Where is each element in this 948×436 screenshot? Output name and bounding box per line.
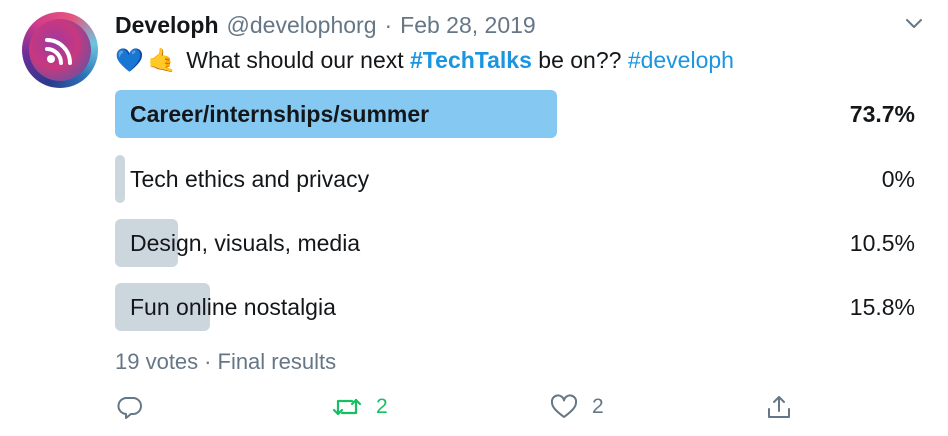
poll-option-label: Tech ethics and privacy (130, 165, 370, 192)
poll-option: Career/internships/summer 73.7% (115, 90, 915, 138)
poll-meta: 19 votes · Final results (115, 347, 336, 377)
poll-bar (115, 219, 178, 267)
author-name[interactable]: Developh (115, 11, 219, 38)
poll-option-label: Fun online nostalgia (130, 293, 336, 320)
rss-feed-logo-icon (29, 19, 91, 81)
like-button[interactable]: 2 (550, 392, 604, 422)
poll-option-percent: 10.5% (849, 229, 915, 256)
author-handle[interactable]: @develophorg (226, 11, 377, 38)
retweet-count: 2 (376, 395, 388, 418)
poll-bar (115, 90, 558, 138)
call-me-hand-emoji: 🤙 (147, 46, 177, 73)
tweet-text-start: What should our next (186, 46, 411, 73)
retweet-icon (332, 398, 362, 416)
share-button[interactable] (766, 392, 792, 422)
like-count: 2 (592, 395, 604, 418)
poll-option-label: Design, visuals, media (130, 229, 361, 256)
poll-option: Design, visuals, media 10.5% (115, 219, 915, 267)
hashtag-developh[interactable]: #developh (627, 46, 734, 73)
poll-option-label: Career/internships/summer (130, 100, 430, 127)
avatar[interactable] (22, 12, 98, 88)
tweet-date[interactable]: Feb 28, 2019 (400, 11, 536, 38)
poll-option: Fun online nostalgia 15.8% (115, 283, 915, 331)
poll-status: Final results (217, 349, 337, 374)
heart-icon (550, 394, 578, 418)
tweet-text: 💙 🤙 What should our next #TechTalks be o… (115, 44, 734, 76)
chevron-down-icon[interactable] (903, 12, 925, 34)
hashtag-techtalks[interactable]: #TechTalks (410, 46, 532, 73)
tweet-text-middle: be on?? (531, 46, 628, 73)
blue-heart-emoji: 💙 (115, 46, 144, 73)
poll-option: Tech ethics and privacy 0% (115, 155, 915, 203)
reply-button[interactable] (117, 392, 143, 422)
poll-option-percent: 73.7% (849, 100, 915, 127)
header-separator: · (384, 11, 393, 38)
share-icon (768, 396, 790, 418)
poll-bar (115, 283, 210, 331)
poll-option-percent: 15.8% (849, 293, 915, 320)
meta-separator: · (204, 349, 212, 374)
vote-count: 19 votes (115, 349, 199, 374)
retweet-button[interactable]: 2 (332, 392, 388, 422)
tweet-header: Developh @develophorg · Feb 28, 2019 (115, 10, 536, 40)
reply-icon (117, 397, 142, 419)
poll-bar (115, 155, 125, 203)
poll-option-percent: 0% (881, 165, 915, 192)
